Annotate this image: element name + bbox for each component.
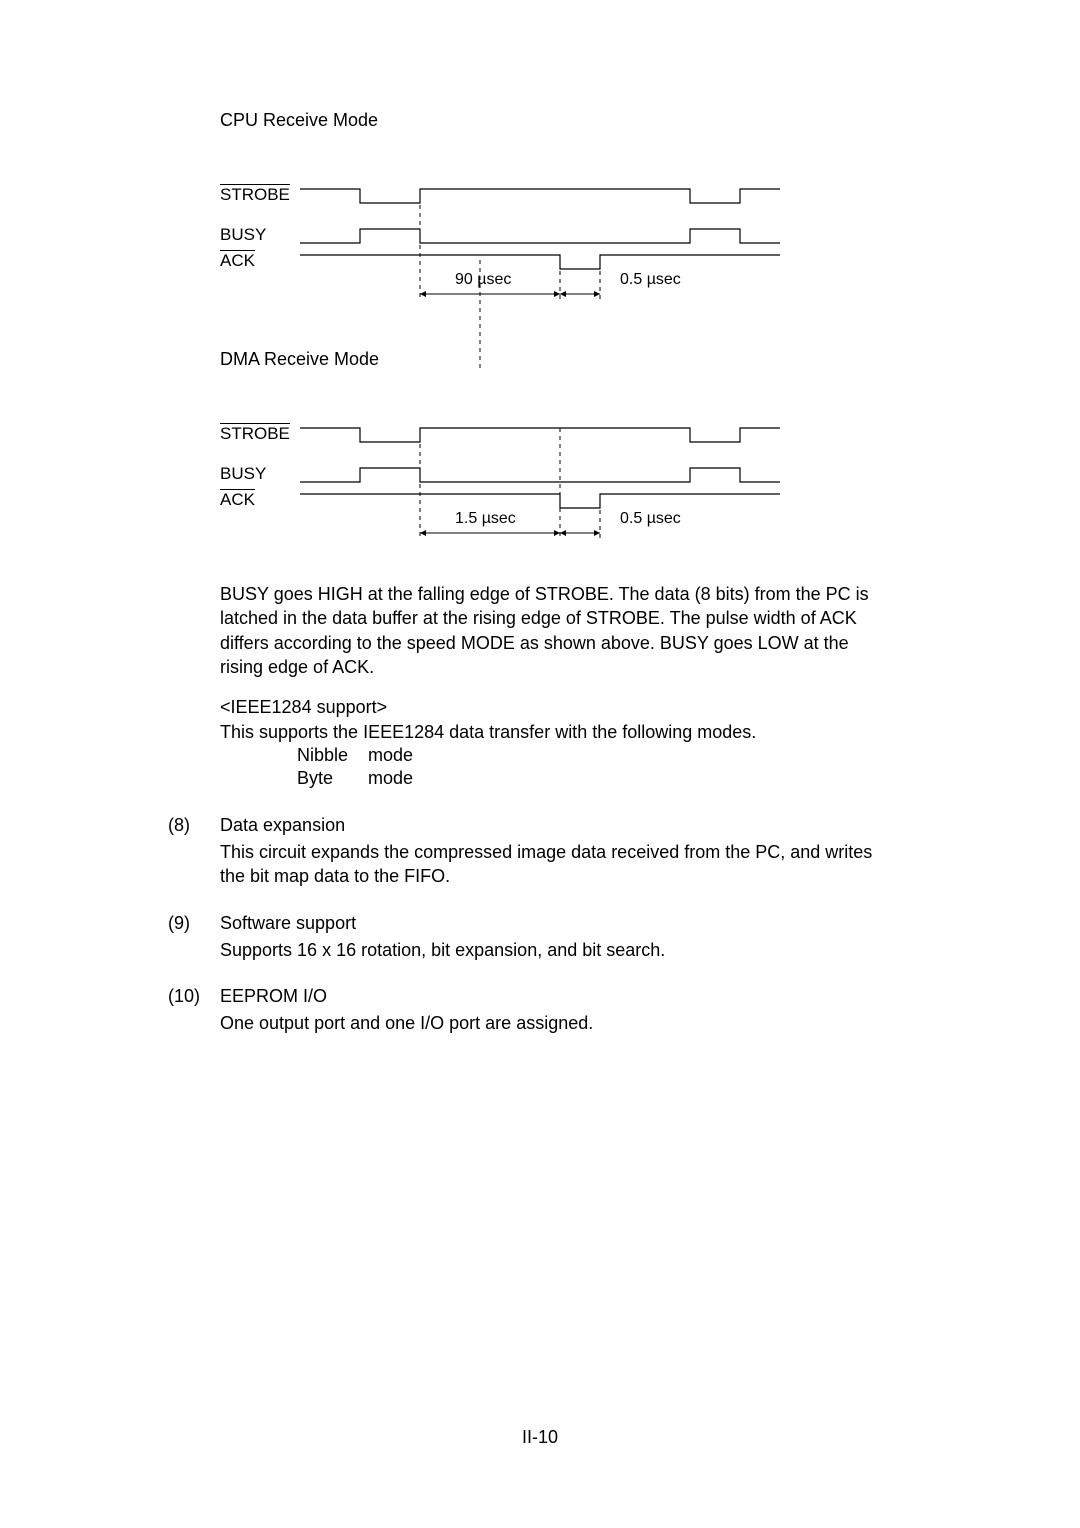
mode-name: Nibble bbox=[297, 745, 366, 766]
page-number: II-10 bbox=[0, 1427, 1080, 1448]
item-number: (9) bbox=[168, 913, 220, 962]
dma-strobe-label: STROBE bbox=[220, 424, 290, 444]
item-text: This circuit expands the compressed imag… bbox=[220, 840, 890, 889]
connecting-dash bbox=[220, 110, 700, 370]
busy-paragraph: BUSY goes HIGH at the falling edge of ST… bbox=[220, 582, 890, 679]
ieee-heading: <IEEE1284 support> bbox=[220, 697, 890, 718]
item-10: (10) EEPROM I/O One output port and one … bbox=[220, 986, 890, 1035]
item-text: One output port and one I/O port are ass… bbox=[220, 1011, 890, 1035]
item-title: EEPROM I/O bbox=[220, 986, 890, 1007]
item-title: Software support bbox=[220, 913, 890, 934]
list-item: Byte mode bbox=[297, 768, 431, 789]
list-item: Nibble mode bbox=[297, 745, 431, 766]
dma-ack-label: ACK bbox=[220, 490, 255, 510]
item-title: Data expansion bbox=[220, 815, 890, 836]
mode-word: mode bbox=[368, 745, 431, 766]
item-9: (9) Software support Supports 16 x 16 ro… bbox=[220, 913, 890, 962]
ieee-line: This supports the IEEE1284 data transfer… bbox=[220, 722, 890, 743]
item-8: (8) Data expansion This circuit expands … bbox=[220, 815, 890, 889]
item-number: (8) bbox=[168, 815, 220, 889]
dma-guidelines bbox=[300, 388, 780, 558]
item-number: (10) bbox=[168, 986, 220, 1035]
dma-diagram: STROBE BUSY ACK bbox=[220, 388, 780, 558]
dma-busy-label: BUSY bbox=[220, 464, 266, 484]
dma-t1: 1.5 µsec bbox=[455, 510, 516, 528]
mode-word: mode bbox=[368, 768, 431, 789]
mode-name: Byte bbox=[297, 768, 366, 789]
ieee-mode-list: Nibble mode Byte mode bbox=[295, 743, 433, 791]
dma-t2: 0.5 µsec bbox=[620, 510, 681, 528]
item-text: Supports 16 x 16 rotation, bit expansion… bbox=[220, 938, 890, 962]
